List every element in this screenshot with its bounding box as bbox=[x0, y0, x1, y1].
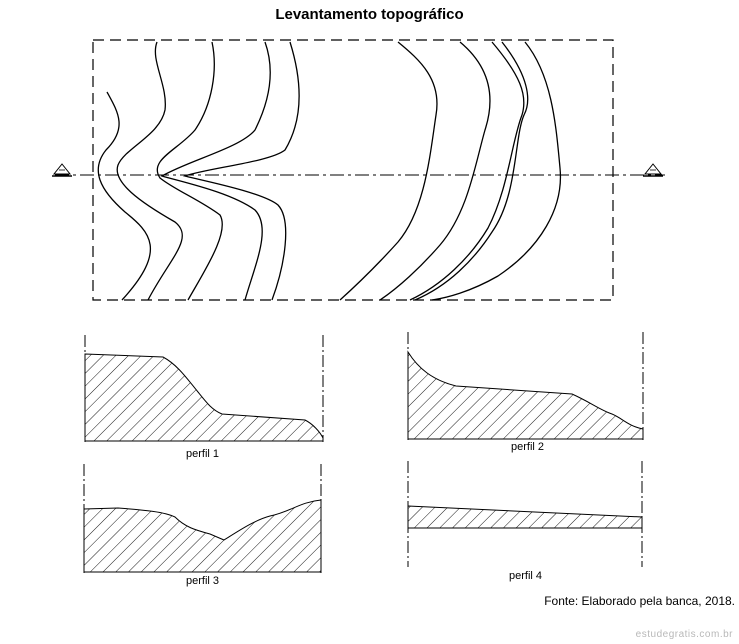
profile-1-label: perfil 1 bbox=[186, 448, 220, 460]
contour-line bbox=[116, 41, 183, 301]
contour-line bbox=[97, 91, 151, 301]
terrain-section bbox=[407, 505, 643, 529]
profile-3-label: perfil 3 bbox=[186, 575, 220, 587]
contour-line bbox=[339, 41, 438, 301]
diagram-title: Levantamento topográfico bbox=[275, 6, 464, 23]
contour-line bbox=[379, 41, 491, 301]
profile-4-label: perfil 4 bbox=[509, 570, 543, 582]
watermark: estudegratis.com.br bbox=[635, 629, 733, 640]
contour-lines bbox=[97, 41, 562, 301]
contour-line bbox=[409, 41, 525, 301]
terrain-section bbox=[407, 350, 644, 440]
source-caption: Fonte: Elaborado pela banca, 2018. bbox=[544, 594, 735, 608]
benchmark-right-icon bbox=[643, 163, 663, 177]
contour-line bbox=[160, 41, 271, 301]
contour-line bbox=[182, 41, 300, 301]
benchmark-left-icon bbox=[52, 163, 72, 177]
map-boundary bbox=[92, 39, 614, 301]
profile-2 bbox=[407, 332, 644, 440]
contour-line bbox=[414, 41, 529, 301]
profile-1 bbox=[84, 335, 324, 442]
contour-line bbox=[156, 41, 223, 301]
terrain-section bbox=[83, 499, 322, 573]
profile-4 bbox=[407, 461, 643, 567]
profile-2-label: perfil 2 bbox=[511, 441, 545, 453]
profile-3 bbox=[83, 464, 322, 573]
topographic-map bbox=[52, 39, 665, 301]
terrain-section bbox=[84, 353, 324, 442]
contour-line bbox=[431, 41, 562, 301]
